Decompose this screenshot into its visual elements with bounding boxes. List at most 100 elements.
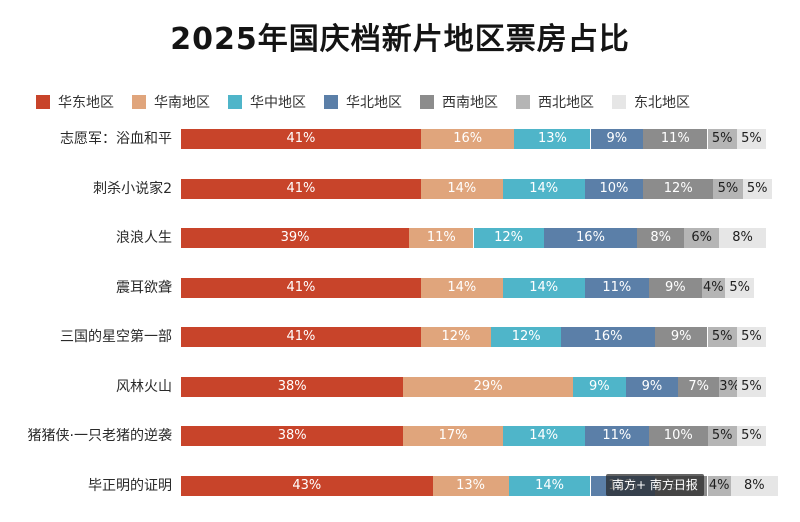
bar-segment [730,475,778,496]
bar-segment [684,228,720,248]
bar-segment [678,376,720,397]
data-label: 9% [606,131,628,146]
data-label: 6% [691,230,712,245]
data-label: 43% [292,477,322,493]
data-label: 5% [741,378,762,394]
bar-segment [420,277,503,298]
category-label: 毕正明的证明 [88,477,172,494]
bar-segment [707,129,737,149]
data-label: 14% [447,279,477,295]
bar-segment [725,277,755,298]
bar-segment [701,277,726,298]
legend-item: 西北地区 [516,92,594,112]
data-label: 10% [599,180,629,196]
bar-segment [420,129,515,149]
bar-segment [403,426,503,446]
bar-segment [707,327,737,347]
legend-swatch [132,95,146,109]
data-label: 8% [743,477,765,493]
data-label: 5% [741,329,762,344]
category-label: 猪猪侠·一只老猪的逆袭 [27,428,172,444]
data-label: 14% [529,279,559,295]
bar-segment [584,426,649,446]
bar-segment [590,129,644,149]
data-label: 13% [538,131,567,146]
bar-segment [473,228,544,248]
data-label: 16% [453,131,483,146]
bar-segment [637,228,685,248]
data-label: 13% [456,477,486,493]
legend-label: 华南地区 [154,95,210,111]
data-label: 3% [719,378,740,394]
bar-segment [502,178,585,199]
bar-segment [514,129,591,149]
legend-item: 华南地区 [132,92,210,112]
bar-segment [707,426,737,446]
bar-segment [625,376,679,397]
legend-label: 华北地区 [346,95,402,111]
legend-swatch [36,95,50,109]
data-label: 5% [741,428,762,443]
bar-segment [742,178,772,199]
data-label: 41% [286,180,316,196]
data-label: 4% [703,279,724,295]
data-label: 12% [494,230,524,245]
category-label: 浪浪人生 [116,230,172,246]
bar-segment [736,376,766,397]
data-label: 39% [280,230,310,245]
bar-segment [736,129,766,149]
bar-segment [649,277,702,298]
data-label: 29% [473,378,503,394]
data-label: 17% [438,428,468,443]
source-watermark: 南方+ 南方日报 [606,474,704,496]
bar-segment [719,228,766,248]
bar-segment [584,178,644,199]
bar-segment [420,327,492,347]
legend-swatch [228,95,242,109]
bar-segment [649,426,708,446]
data-label: 5% [746,180,768,196]
legend-item: 华中地区 [228,92,306,112]
data-label: 12% [663,180,693,196]
bar-segment [181,129,421,149]
data-label: 41% [286,329,316,344]
bar-segment [736,327,766,347]
data-label: 5% [711,428,733,443]
data-label: 9% [641,378,663,394]
bar-segment [181,327,421,347]
legend-label: 东北地区 [634,95,690,111]
legend-label: 华东地区 [58,95,114,111]
data-label: 14% [529,428,559,443]
bar-segment [508,475,591,496]
data-label: 14% [447,180,477,196]
bar-segment [707,475,731,496]
legend-label: 华中地区 [250,95,306,111]
legend-item: 西南地区 [420,92,498,112]
bar-segment [502,277,585,298]
bar-segment [409,228,474,248]
bar-segment [584,277,649,298]
data-label: 12% [441,329,471,344]
bar-segment [432,475,509,496]
chart-title: 2025年国庆档新片地区票房占比 [170,22,630,57]
data-label: 9% [588,378,610,394]
data-label: 10% [663,428,693,443]
data-label: 16% [593,329,623,344]
bar-segment [181,426,404,446]
bar-segment [403,376,573,397]
category-label: 三国的星空第一部 [60,329,172,345]
legend-swatch [420,95,434,109]
legend-item: 华东地区 [36,92,114,112]
bar-segment [654,327,708,347]
legend-swatch [516,95,530,109]
data-label: 11% [602,428,632,443]
data-label: 8% [650,230,671,245]
legend-item: 华北地区 [324,92,402,112]
data-label: 7% [688,378,710,394]
data-label: 5% [717,180,739,196]
data-label: 5% [741,131,762,146]
data-label: 41% [286,131,316,146]
legend-item: 东北地区 [612,92,690,112]
